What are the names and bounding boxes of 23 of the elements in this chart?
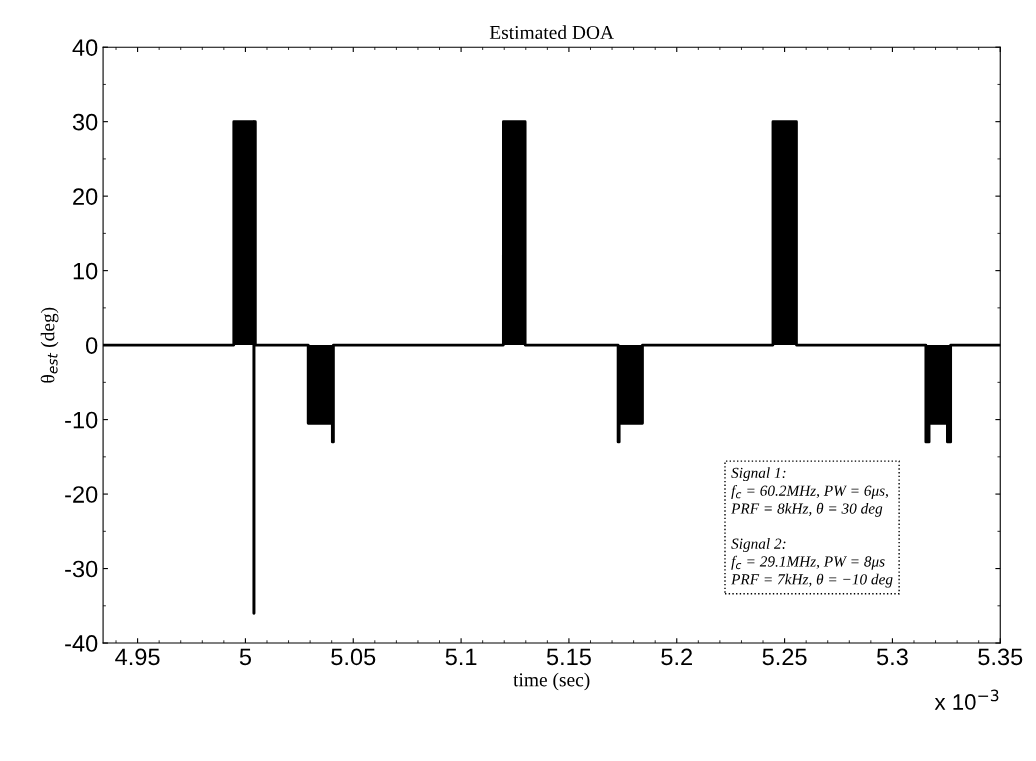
y-tick-label: 10 (73, 262, 98, 280)
x-tick-label: 5.35 (978, 648, 1023, 666)
chart-title: Estimated DOA (489, 25, 614, 40)
x-tick-label: 5.05 (331, 648, 376, 666)
x-tick-label: 5.1 (445, 648, 477, 666)
y-tick-label: 30 (72, 113, 98, 131)
y-tick-label: 20 (73, 188, 98, 205)
y-axis-title: θ$_{est}$ (deg) (40, 307, 59, 383)
y-tick-label: -20 (65, 486, 98, 503)
x-tick-label: 5.2 (661, 648, 692, 666)
y-tick-label: -30 (65, 560, 98, 578)
x-tick-label: 5.3 (876, 648, 908, 666)
y-tick-label: -10 (65, 411, 98, 429)
text: Signal 1: f$_{c}$ = 60.2MHz, PW = 6μs, PRF = 8kHz, θ = 30 deg Signal 2: f$_{c}$ = 29.1MHz, PW = 8μs PRF = 7kHz, θ = −10 deg (731, 467, 893, 588)
x-tick-label: 5 (239, 648, 251, 666)
x-axis-title: time (sec) (513, 672, 590, 691)
y-tick-label: 40 (72, 39, 98, 56)
y-tick-label: -40 (65, 635, 98, 652)
y-tick-label: 0 (86, 337, 98, 354)
x-tick-label: 5.25 (762, 648, 807, 666)
text: x 10$^{−3}$ (934, 689, 999, 710)
x-tick-label: 4.95 (115, 648, 160, 666)
x-tick-label: 5.15 (546, 648, 591, 666)
